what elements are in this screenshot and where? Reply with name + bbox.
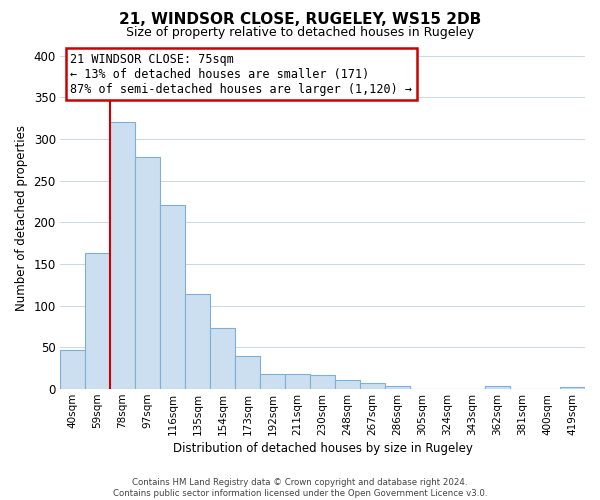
Bar	[335, 380, 360, 389]
X-axis label: Distribution of detached houses by size in Rugeley: Distribution of detached houses by size …	[173, 442, 472, 455]
Bar	[135, 156, 160, 389]
Bar	[385, 386, 410, 389]
Bar	[310, 374, 335, 389]
Text: 21 WINDSOR CLOSE: 75sqm
← 13% of detached houses are smaller (171)
87% of semi-d: 21 WINDSOR CLOSE: 75sqm ← 13% of detache…	[70, 52, 412, 96]
Text: Contains HM Land Registry data © Crown copyright and database right 2024.
Contai: Contains HM Land Registry data © Crown c…	[113, 478, 487, 498]
Bar	[360, 383, 385, 389]
Text: 21, WINDSOR CLOSE, RUGELEY, WS15 2DB: 21, WINDSOR CLOSE, RUGELEY, WS15 2DB	[119, 12, 481, 28]
Bar	[185, 294, 210, 389]
Bar	[285, 374, 310, 389]
Bar	[485, 386, 510, 389]
Bar	[160, 205, 185, 389]
Bar	[260, 374, 285, 389]
Y-axis label: Number of detached properties: Number of detached properties	[15, 125, 28, 311]
Text: Size of property relative to detached houses in Rugeley: Size of property relative to detached ho…	[126, 26, 474, 39]
Bar	[210, 328, 235, 389]
Bar	[85, 253, 110, 389]
Bar	[60, 350, 85, 389]
Bar	[110, 122, 135, 389]
Bar	[560, 387, 585, 389]
Bar	[235, 356, 260, 389]
